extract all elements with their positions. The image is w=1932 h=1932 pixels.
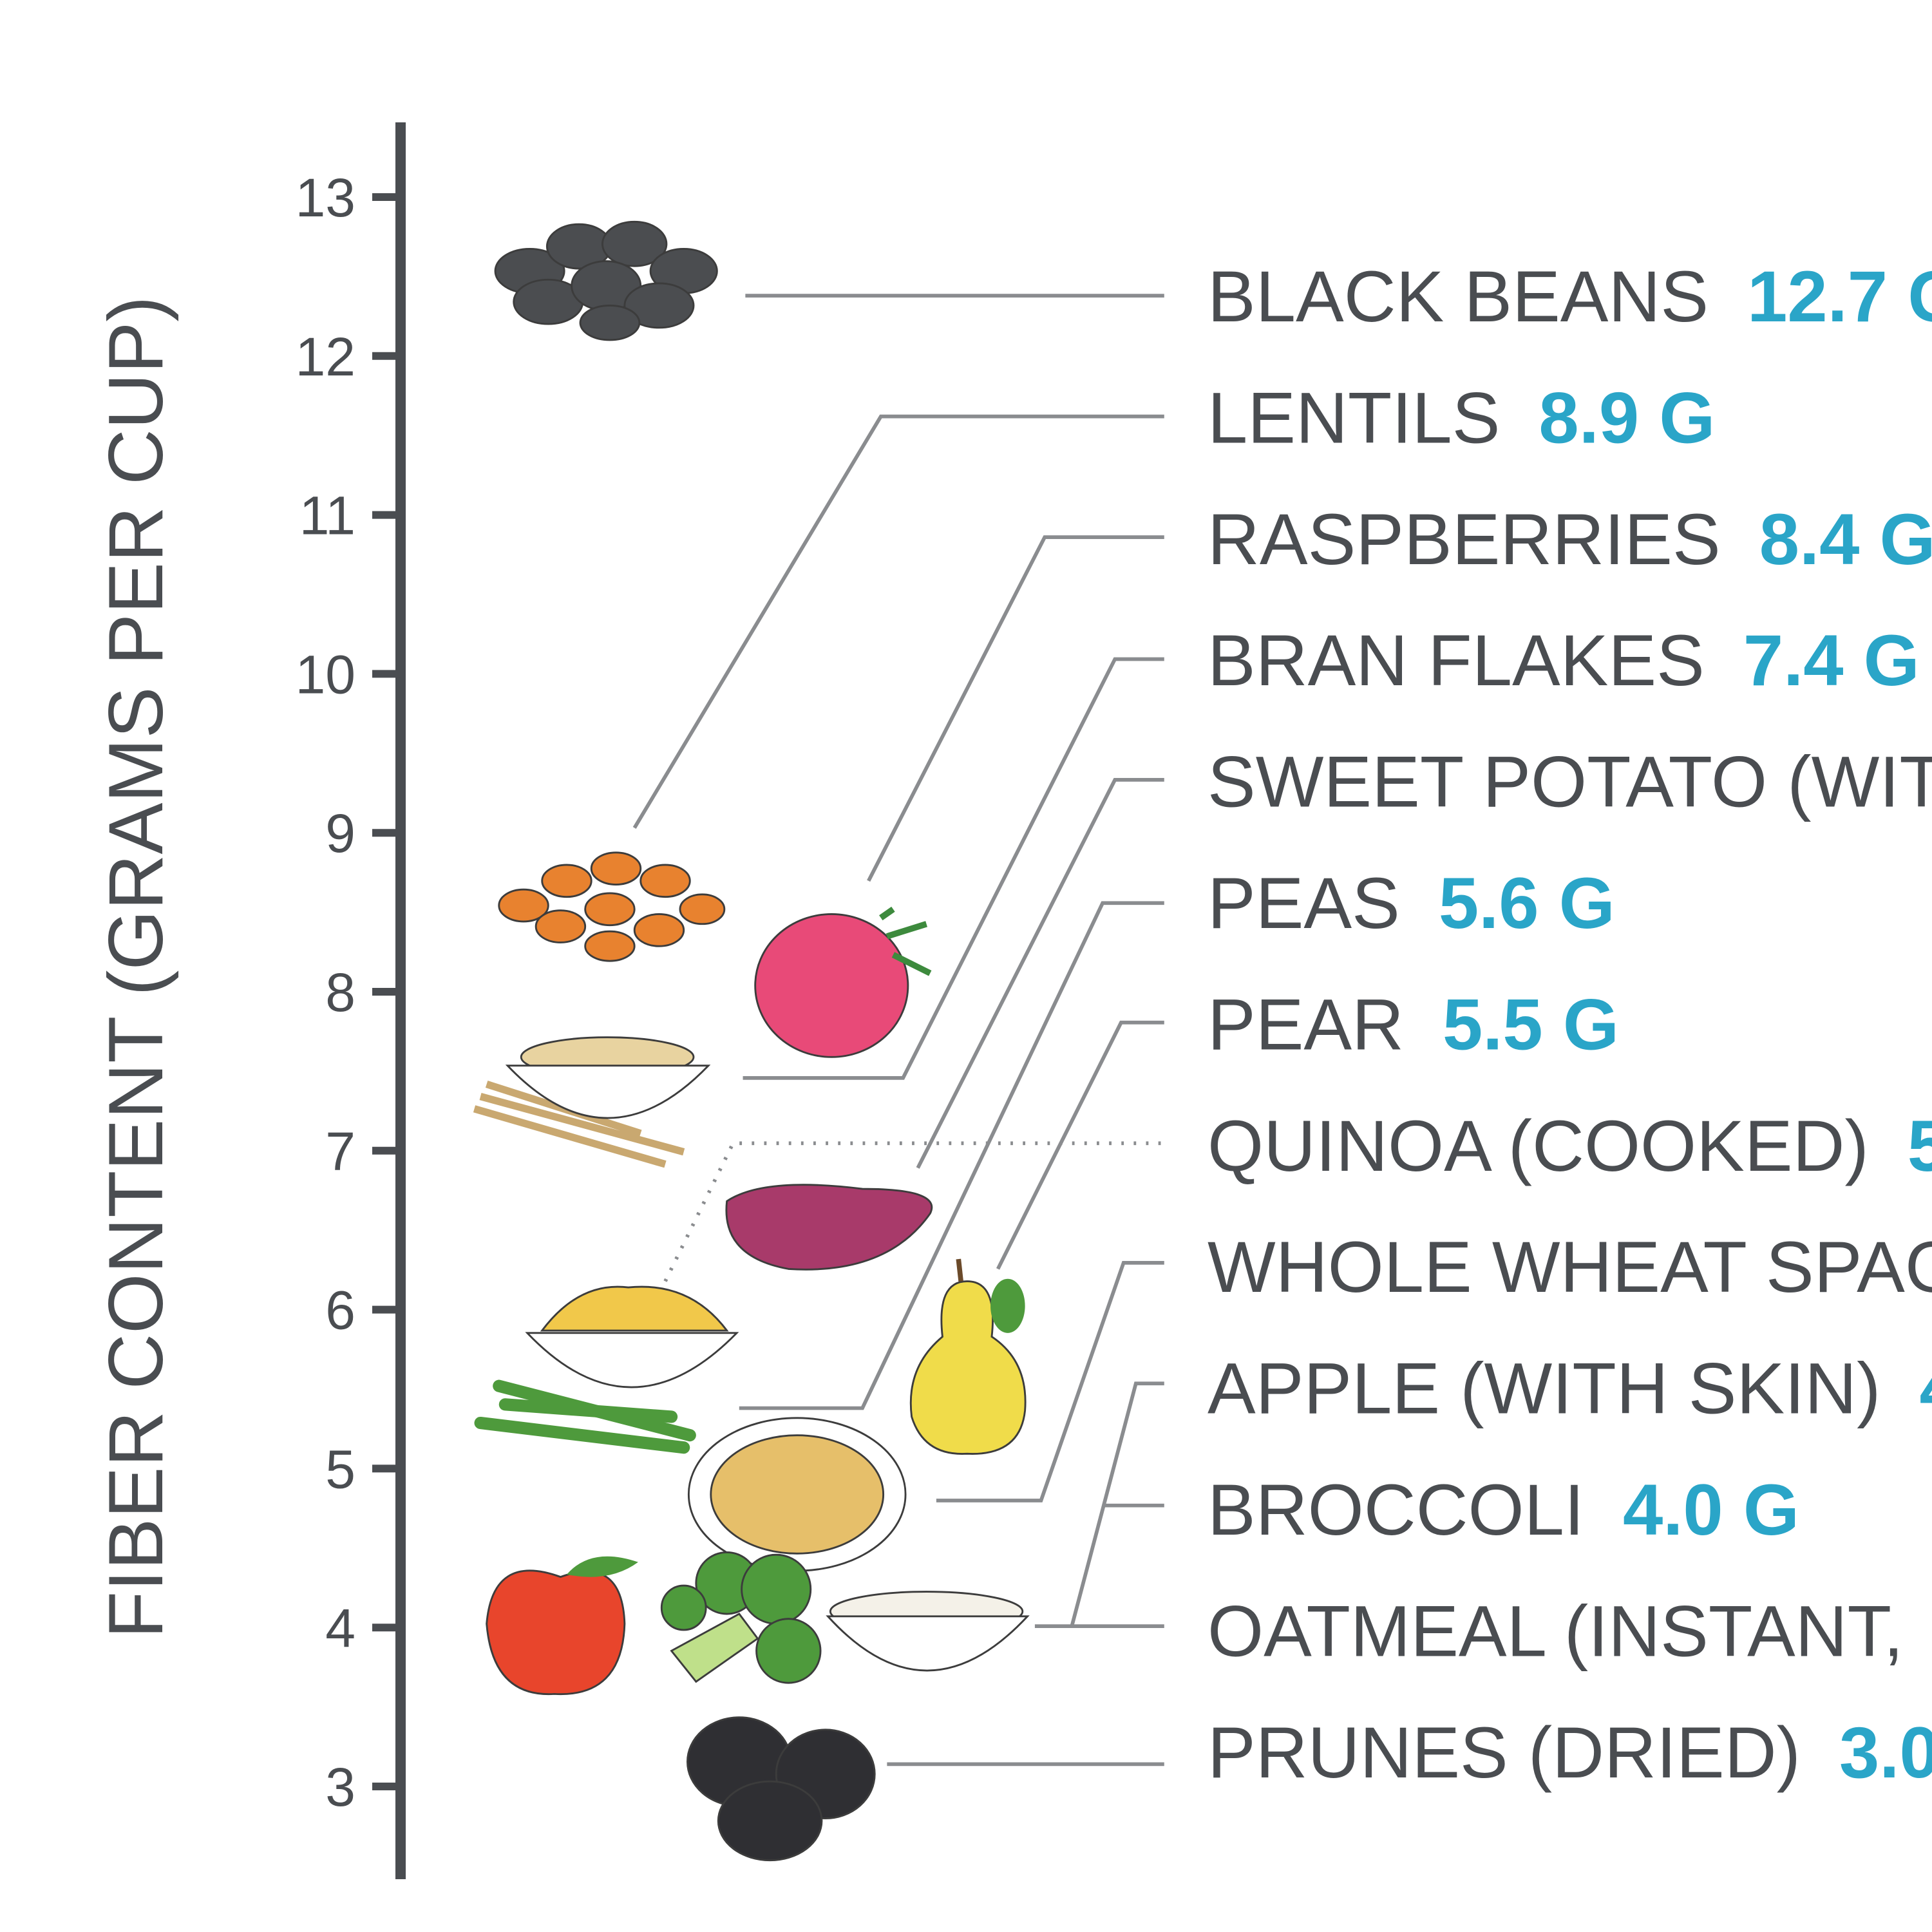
y-axis-title: FIBER CONTENT (GRAMS PER CUP) <box>93 296 179 1639</box>
oatmeal-icon <box>826 1591 1030 1672</box>
food-label-row: PEAS 5.6 G <box>1208 863 1615 943</box>
food-name: OATMEAL (INSTANT, <box>1208 1591 1904 1671</box>
fiber-value: 8.9 G <box>1539 377 1715 458</box>
fiber-value: 5 <box>1908 1106 1932 1186</box>
y-tick-label: 5 <box>325 1439 355 1499</box>
food-label-row: PRUNES (DRIED) 3.0 <box>1208 1712 1932 1793</box>
apple-icon <box>486 1556 638 1696</box>
fiber-value: 4.0 G <box>1623 1470 1799 1550</box>
sweet-potato-icon <box>725 1184 933 1271</box>
food-label-row: LENTILS 8.9 G <box>1208 377 1715 458</box>
y-tick-label: 7 <box>325 1121 355 1182</box>
leader-peas <box>739 901 1164 1410</box>
prunes-icon <box>687 1716 876 1862</box>
food-name: LENTILS <box>1208 377 1500 458</box>
fiber-value: 4 <box>1919 1349 1932 1429</box>
food-label-row: QUINOA (COOKED) 5 <box>1208 1106 1932 1186</box>
y-tick-label: 9 <box>325 803 355 864</box>
quinoa-icon <box>525 1285 739 1388</box>
fiber-value: 3.0 <box>1839 1712 1932 1793</box>
food-name: BLACK BEANS <box>1208 256 1709 337</box>
y-axis-ticks: 3 4 5 6 7 8 9 10 11 12 13 <box>296 167 401 1817</box>
leader-lentils <box>632 414 1164 829</box>
leader-lines <box>632 294 1164 1766</box>
bran-flakes-icon <box>473 1036 711 1168</box>
food-illustrations <box>473 220 1030 1862</box>
fiber-value: 8.4 G <box>1759 499 1932 580</box>
black-beans-icon <box>494 220 718 341</box>
food-label-row: RASPBERRIES 8.4 G <box>1208 499 1932 580</box>
y-tick-label: 3 <box>325 1757 355 1817</box>
food-label-row: PEAR 5.5 G <box>1208 984 1619 1065</box>
food-label-row: OATMEAL (INSTANT, <box>1208 1591 1904 1671</box>
y-tick-label: 4 <box>325 1598 355 1658</box>
food-label-row: BROCCOLI 4.0 G <box>1208 1470 1799 1550</box>
leader-raspberries <box>867 535 1164 882</box>
food-name: APPLE (WITH SKIN) <box>1208 1349 1880 1429</box>
broccoli-icon <box>660 1551 822 1684</box>
food-label-row: WHOLE WHEAT SPAG <box>1208 1227 1932 1307</box>
leader-pear <box>996 1020 1164 1270</box>
food-label-row: BLACK BEANS 12.7 G <box>1208 256 1932 337</box>
leader-spaghetti <box>936 1260 1164 1502</box>
pear-icon <box>909 1258 1027 1455</box>
fiber-value: 5.6 G <box>1439 863 1615 943</box>
leader-apple <box>1070 1381 1164 1627</box>
food-name: PEAS <box>1208 863 1400 943</box>
y-tick-label: 13 <box>296 167 355 228</box>
spaghetti-icon <box>687 1417 907 1572</box>
food-name: BRAN FLAKES <box>1208 620 1705 701</box>
food-name: RASPBERRIES <box>1208 499 1721 580</box>
fiber-value: 7.4 G <box>1743 620 1920 701</box>
leader-quinoa <box>663 1141 1164 1282</box>
food-label-row: SWEET POTATO (WIT <box>1208 742 1932 822</box>
y-tick-label: 8 <box>325 962 355 1023</box>
food-labels: BLACK BEANS 12.7 G LENTILS 8.9 G RASPBERRIES… <box>1208 256 1932 1793</box>
fiber-value: 5.5 G <box>1443 984 1619 1065</box>
food-name: SWEET POTATO (WIT <box>1208 742 1932 822</box>
food-name: QUINOA (COOKED) <box>1208 1106 1869 1186</box>
leader-bran-flakes <box>743 657 1164 1080</box>
food-name: BROCCOLI <box>1208 1470 1584 1550</box>
y-tick-label: 6 <box>325 1280 355 1341</box>
y-tick-label: 11 <box>299 486 355 546</box>
food-name: WHOLE WHEAT SPAG <box>1208 1227 1932 1307</box>
food-label-row: APPLE (WITH SKIN) 4 <box>1208 1349 1932 1429</box>
food-name: PRUNES (DRIED) <box>1208 1712 1801 1793</box>
food-name: PEAR <box>1208 984 1404 1065</box>
lentils-icon <box>498 851 726 962</box>
leader-sweet-potato <box>916 778 1164 1169</box>
y-tick-label: 10 <box>296 644 355 705</box>
fiber-value: 12.7 G <box>1747 256 1932 337</box>
peas-icon <box>474 1379 696 1454</box>
y-tick-label: 12 <box>296 327 355 387</box>
food-label-row: BRAN FLAKES 7.4 G <box>1208 620 1920 701</box>
raspberry-icon <box>754 906 932 1058</box>
